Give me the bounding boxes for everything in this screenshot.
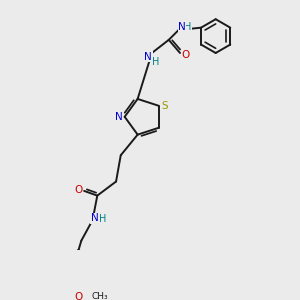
Text: N: N	[91, 213, 98, 223]
Text: N: N	[115, 112, 123, 122]
Text: N: N	[144, 52, 152, 62]
Text: N: N	[178, 22, 186, 32]
Text: H: H	[152, 57, 159, 68]
Text: O: O	[74, 292, 83, 300]
Text: O: O	[74, 185, 83, 195]
Text: O: O	[182, 50, 190, 60]
Text: S: S	[161, 101, 168, 111]
Text: H: H	[99, 214, 106, 224]
Text: H: H	[184, 22, 191, 32]
Text: CH₃: CH₃	[92, 292, 108, 300]
